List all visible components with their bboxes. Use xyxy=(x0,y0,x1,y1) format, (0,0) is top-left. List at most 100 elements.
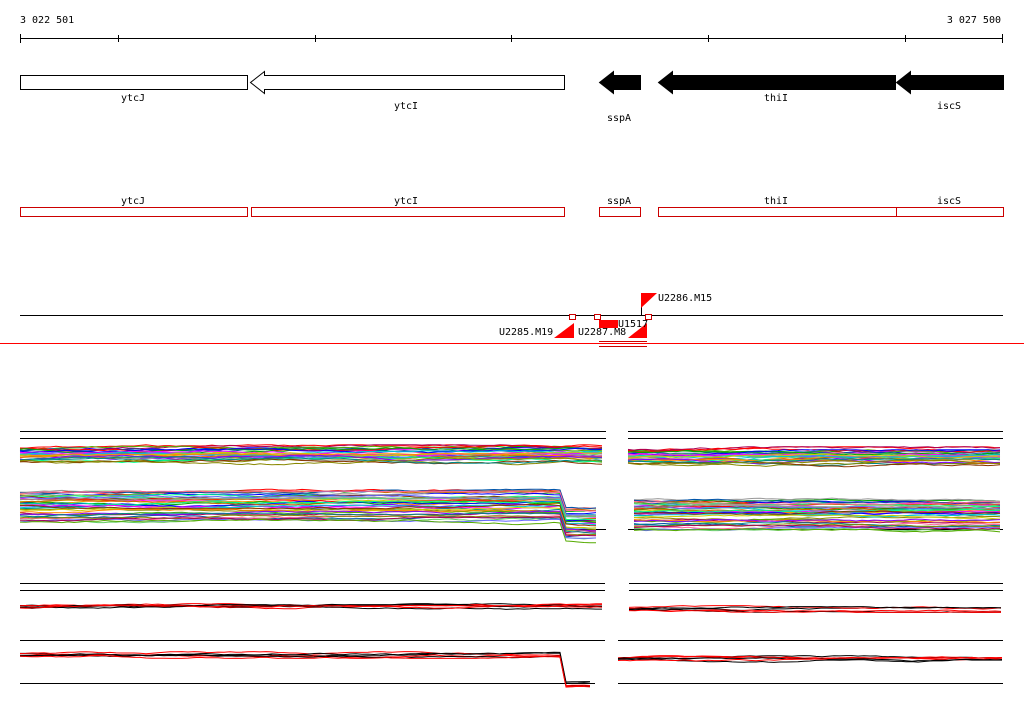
profile-line xyxy=(627,453,1001,458)
cds-sspA[interactable]: sspA xyxy=(599,196,641,217)
coordinate-ruler: 3 022 501 3 027 500 xyxy=(20,15,1003,43)
cds-label: iscS xyxy=(937,196,961,207)
feature-U2286-M15[interactable]: U2286.M15 xyxy=(641,293,712,315)
profile-line xyxy=(633,498,1001,505)
expression-panel-right xyxy=(627,431,1003,533)
cds-thiI[interactable]: thiI xyxy=(658,196,897,217)
feature-track: U2286.M15 U2285.M19 U2287.M8 U1517 xyxy=(0,293,1024,347)
profile-line xyxy=(19,651,591,687)
profile-line xyxy=(633,518,1001,524)
cds-ytcJ[interactable]: ytcJ xyxy=(20,196,248,217)
profile-line xyxy=(633,510,1001,516)
feature-flag[interactable] xyxy=(628,323,647,338)
profile-line xyxy=(628,453,1001,459)
gene-sspA[interactable]: sspA xyxy=(598,70,641,125)
feature-U2287-M8[interactable]: U2287.M8 xyxy=(578,323,647,338)
gene-label: sspA xyxy=(607,113,631,124)
gene-arrow[interactable] xyxy=(249,70,565,95)
profile-line xyxy=(634,526,1001,532)
ruler-end-label: 3 027 500 xyxy=(947,15,1001,26)
profile-line xyxy=(19,488,597,510)
profile-line xyxy=(19,653,591,687)
profile-line xyxy=(617,657,1003,662)
cds-iscS[interactable]: iscS xyxy=(896,196,1004,217)
profile-line xyxy=(627,446,1001,451)
cds-label: ytcI xyxy=(394,196,418,207)
profile-line xyxy=(627,460,1001,468)
profile-line xyxy=(633,500,1001,506)
profile-line xyxy=(19,506,597,529)
profile-line xyxy=(19,605,603,609)
feature-flag[interactable] xyxy=(554,323,574,338)
profile-line xyxy=(19,444,603,452)
gene-arrow[interactable] xyxy=(895,70,1004,95)
profile-line xyxy=(19,503,597,527)
profile-line xyxy=(19,508,597,531)
feature-tick xyxy=(645,314,652,320)
profile-line xyxy=(19,512,597,534)
cds-box[interactable] xyxy=(658,207,897,217)
profile-line xyxy=(633,510,1001,515)
profile-line xyxy=(19,500,597,521)
profile-line xyxy=(633,514,1001,520)
profile-line xyxy=(19,510,597,532)
profile-line xyxy=(633,505,1001,510)
feature-U2285-M19[interactable]: U2285.M19 xyxy=(499,323,574,338)
gene-ytcJ[interactable]: ytcJ xyxy=(20,75,248,105)
profile-line xyxy=(627,459,1001,466)
cds-ytcI[interactable]: ytcI xyxy=(251,196,565,217)
profile-line xyxy=(633,498,1001,504)
gene-label: ytcJ xyxy=(121,93,145,104)
profile-line xyxy=(19,453,603,458)
cds-box[interactable] xyxy=(20,207,248,217)
profile-line xyxy=(634,518,1001,523)
feature-label: U2287.M8 xyxy=(578,327,626,338)
profile-line xyxy=(633,508,1001,514)
gene-track: ytcJ ytcI sspA thiI iscS xyxy=(20,70,1004,125)
profile-line xyxy=(19,498,597,521)
profile-line xyxy=(628,609,1001,613)
profile-line xyxy=(633,500,1001,506)
profile-line xyxy=(19,653,591,688)
profile-line xyxy=(19,496,597,517)
cds-track: ytcJ ytcI sspA thiI iscS xyxy=(20,196,1004,217)
profile-line xyxy=(633,507,1001,513)
gene-label: iscS xyxy=(937,101,961,112)
gene-label: thiI xyxy=(764,93,788,104)
cds-box[interactable] xyxy=(599,207,641,217)
feature-tick xyxy=(594,314,601,320)
gene-arrow[interactable] xyxy=(20,75,248,90)
profile-line xyxy=(19,456,603,464)
gene-arrow[interactable] xyxy=(657,70,896,95)
feature-U1517[interactable]: U1517 xyxy=(618,319,648,330)
feature-label: U2286.M15 xyxy=(658,293,712,304)
gene-iscS[interactable]: iscS xyxy=(895,70,1004,113)
feature-flag[interactable] xyxy=(641,293,657,308)
gene-arrow[interactable] xyxy=(598,70,641,95)
cds-label: ytcJ xyxy=(121,196,145,207)
feature-block[interactable] xyxy=(599,320,618,328)
profile-line xyxy=(633,504,1001,511)
gene-ytcI[interactable]: ytcI xyxy=(249,70,565,113)
feature-tick xyxy=(569,314,576,320)
profile-line xyxy=(19,490,597,512)
feature-label: U2285.M19 xyxy=(499,327,553,338)
summary-panel-left xyxy=(19,583,605,688)
summary-panel-right xyxy=(617,583,1003,684)
profile-line xyxy=(633,528,1001,533)
cds-box[interactable] xyxy=(251,207,565,217)
cds-label: sspA xyxy=(607,196,631,207)
profile-line xyxy=(627,458,1001,464)
gene-thiI[interactable]: thiI xyxy=(657,70,896,105)
profile-line xyxy=(19,445,603,452)
cds-box[interactable] xyxy=(896,207,1004,217)
profile-line xyxy=(19,494,597,518)
profile-line xyxy=(629,606,1001,610)
gene-label: ytcI xyxy=(394,101,418,112)
profile-line xyxy=(19,654,591,688)
profile-line xyxy=(633,524,1000,530)
profile-line xyxy=(617,655,1003,660)
cds-label: thiI xyxy=(764,196,788,207)
